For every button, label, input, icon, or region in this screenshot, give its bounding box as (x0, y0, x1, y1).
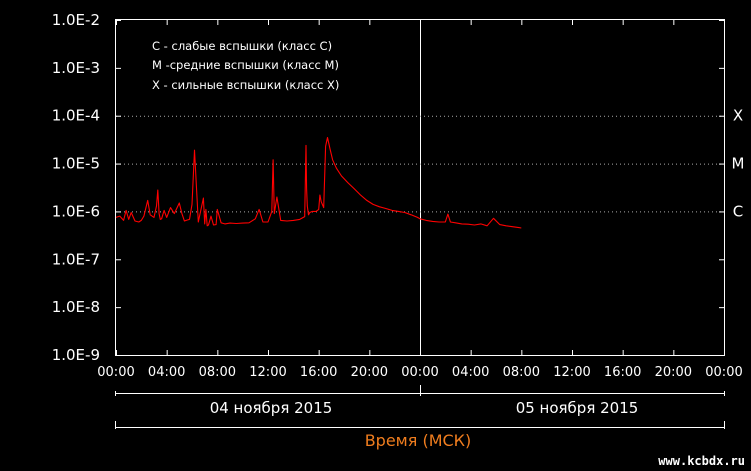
class-labels: X M C (732, 107, 745, 221)
legend-entry-c: С - слабые вспышки (класс С) (152, 39, 332, 53)
class-label: C (733, 202, 743, 220)
x-tick-label: 04:00 (148, 365, 185, 380)
x-tick-label: 12:00 (553, 365, 590, 380)
x-axis-title: Время (МСК) (365, 431, 472, 450)
y-tick-label: 1.0E-5 (52, 155, 100, 173)
x-tick-label: 08:00 (199, 365, 236, 380)
x-tick-label: 04:00 (452, 365, 489, 380)
day-label-2: 05 ноября 2015 (516, 399, 639, 417)
y-tick-label: 1.0E-8 (52, 298, 100, 316)
watermark: www.kcbdx.ru (658, 454, 745, 468)
x-tick-label: 20:00 (655, 365, 692, 380)
x-tick-label: 00:00 (401, 365, 438, 380)
y-tick-label: 1.0E-9 (52, 346, 100, 364)
class-label: M (732, 155, 745, 173)
day-bracket-2: 05 ноября 2015 (420, 391, 725, 417)
x-tick-label: 20:00 (351, 365, 388, 380)
x-tick-label: 08:00 (503, 365, 540, 380)
day-label-1: 04 ноября 2015 (210, 399, 333, 417)
series-layer (115, 136, 522, 229)
time-bracket: Время (МСК) (115, 421, 725, 450)
legend-entry-x: Х - сильные вспышки (класс Х) (152, 78, 339, 92)
day-bracket-1: 04 ноября 2015 (115, 385, 421, 417)
x-tick-label: 00:00 (97, 365, 134, 380)
legend: С - слабые вспышки (класс С) М -средние … (152, 39, 339, 92)
x-tick-label: 12:00 (249, 365, 286, 380)
y-tick-label: 1.0E-2 (52, 11, 100, 29)
x-tick-label: 16:00 (604, 365, 641, 380)
legend-entry-m: М -средние вспышки (класс М) (152, 58, 339, 72)
class-label: X (733, 107, 743, 125)
plot-frame (115, 19, 725, 356)
y-tick-label: 1.0E-4 (52, 107, 100, 125)
class-gridlines (116, 115, 724, 213)
x-axis: 00:00 04:00 08:00 12:00 16:00 20:00 00:00 04:00… (97, 20, 743, 380)
y-axis: 1.0E-2 1.0E-3 1.0E-4 1.0E-5 1.0E-6 1.0E-7 1.0E… (52, 11, 725, 364)
y-tick-label: 1.0E-3 (52, 59, 100, 77)
y-tick-label: 1.0E-6 (52, 202, 100, 220)
x-tick-label: 16:00 (300, 365, 337, 380)
x-tick-label: 00:00 (705, 365, 742, 380)
xray-flux-line (115, 136, 522, 229)
y-tick-label: 1.0E-7 (52, 250, 100, 268)
